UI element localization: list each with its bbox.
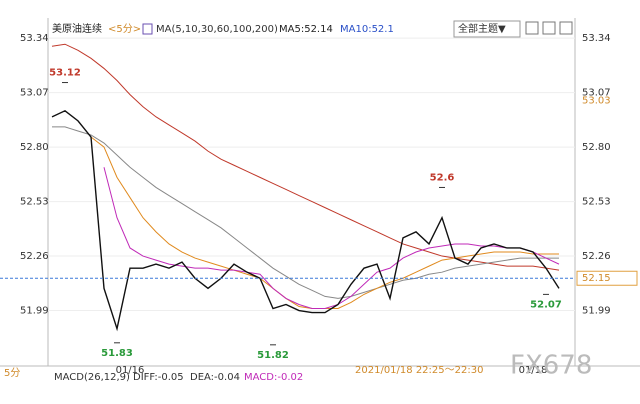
y-tick-label-right: 51.99	[582, 306, 611, 317]
series-line	[103, 167, 560, 310]
theme-button-label[interactable]: 全部主题▼	[458, 22, 506, 35]
last-price-label: 52.15	[582, 273, 611, 284]
last-price-box	[576, 270, 638, 286]
time-range: 2021/01/18 22:25～22:30	[355, 365, 483, 376]
annotation-label: 52.07	[530, 299, 562, 310]
ma10: MA10:52.1	[340, 24, 394, 35]
y-tick-label: 52.80	[20, 142, 49, 153]
footer-period: 5分	[4, 367, 20, 379]
watermark: FX678	[510, 351, 592, 381]
y-tick-label-right: 52.26	[582, 251, 611, 262]
series-line	[90, 136, 559, 310]
y-tick-label: 53.07	[20, 88, 49, 99]
series-line	[51, 109, 560, 332]
macd-settings: MACD(26,12,9)	[54, 372, 130, 383]
annotation-label: 51.83	[101, 348, 133, 359]
ma5: MA5:52.14	[279, 24, 333, 35]
y-tick-label-right: 53.07	[582, 88, 611, 99]
macd-dea: DEA:-0.04	[190, 372, 240, 383]
series-line	[52, 126, 559, 299]
x-tick-label: 01/16	[116, 365, 145, 376]
macd-diff: DIFF:-0.05	[133, 372, 184, 383]
series-line	[51, 43, 560, 271]
toolbar-icons[interactable]	[525, 21, 573, 35]
symbol: 美原油连续	[52, 22, 102, 35]
y-tick-label-right: 52.80	[582, 142, 611, 153]
y-tick-label: 52.53	[20, 197, 49, 208]
ma-icon	[142, 23, 153, 35]
y-tick-label-right: 52.53	[582, 197, 611, 208]
annotation-label: 53.12	[49, 68, 81, 79]
macd-value: MACD:-0.02	[244, 372, 303, 383]
y-tick-label-right: 53.34	[582, 33, 611, 44]
annotation-label: 51.82	[257, 350, 289, 361]
period: <5分>	[108, 23, 141, 35]
x-tick-label: 01/18	[519, 365, 548, 376]
theme-button[interactable]	[453, 20, 521, 38]
annotation-label: 52.6	[430, 172, 455, 183]
reference-price-label: 53.03	[582, 96, 611, 107]
y-tick-label: 52.26	[20, 251, 49, 262]
y-tick-label: 51.99	[20, 306, 49, 317]
ma-settings: MA(5,10,30,60,100,200)	[156, 24, 278, 35]
y-tick-label: 53.34	[20, 33, 49, 44]
